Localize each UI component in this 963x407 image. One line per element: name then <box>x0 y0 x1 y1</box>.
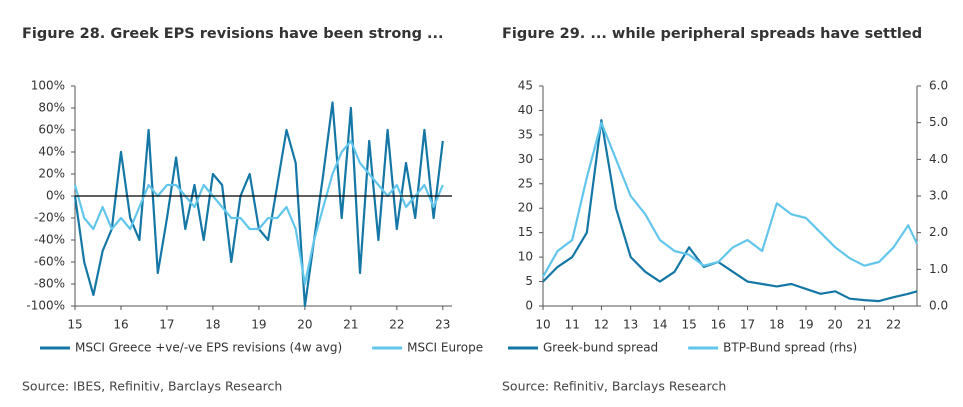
y-tick-label: -40% <box>34 233 65 247</box>
x-tick-label: 21 <box>857 318 872 332</box>
y-tick-label: -100% <box>26 299 65 313</box>
y-tick-label: 20% <box>38 167 65 181</box>
chart-title: Figure 29. ... while peripheral spreads … <box>502 26 922 42</box>
y-tick-label: 80% <box>38 101 65 115</box>
y-tick-label: 40% <box>38 145 65 159</box>
y2-tick-label: 6.0 <box>929 79 948 93</box>
y2-tick-label: 2.0 <box>929 225 948 239</box>
y-tick-label: 20 <box>518 201 533 215</box>
source: Source: Refinitiv, Barclays Research <box>502 379 726 394</box>
series-line <box>542 119 918 303</box>
y-tick-label: 15 <box>518 225 533 239</box>
x-tick-label: 18 <box>205 318 220 332</box>
chart-title: Figure 28. Greek EPS revisions have been… <box>22 26 444 42</box>
x-tick-label: 22 <box>389 318 404 332</box>
y2-tick-label: 3.0 <box>929 189 948 203</box>
y-tick-label: 5 <box>525 274 533 288</box>
y-tick-label: 10 <box>518 250 533 264</box>
x-tick-label: 21 <box>343 318 358 332</box>
y-tick-label: 0% <box>46 189 65 203</box>
y-tick-label: 25 <box>518 176 533 190</box>
y-tick-label: 100% <box>31 79 65 93</box>
y-tick-label: -20% <box>34 211 65 225</box>
legend-label: MSCI Europe <box>407 341 483 355</box>
legend-label: BTP-Bund spread (rhs) <box>723 341 857 355</box>
y2-tick-label: 5.0 <box>929 115 948 129</box>
y-tick-label: -60% <box>34 255 65 269</box>
x-tick-label: 19 <box>798 318 813 332</box>
x-tick-label: 12 <box>594 318 609 332</box>
y-tick-label: 45 <box>518 79 533 93</box>
y2-tick-label: 0.0 <box>929 299 948 313</box>
x-tick-label: 17 <box>159 318 174 332</box>
x-tick-label: 10 <box>535 318 550 332</box>
x-tick-label: 15 <box>67 318 82 332</box>
y-tick-label: 0 <box>525 299 533 313</box>
y-tick-label: 60% <box>38 123 65 137</box>
x-tick-label: 22 <box>886 318 901 332</box>
y-tick-label: -80% <box>34 277 65 291</box>
x-tick-label: 16 <box>113 318 128 332</box>
x-tick-label: 23 <box>435 318 450 332</box>
x-tick-label: 20 <box>297 318 312 332</box>
y2-tick-label: 4.0 <box>929 152 948 166</box>
x-tick-label: 19 <box>251 318 266 332</box>
x-tick-label: 20 <box>828 318 843 332</box>
y-tick-label: 40 <box>518 103 533 117</box>
x-tick-label: 17 <box>740 318 755 332</box>
x-tick-label: 18 <box>769 318 784 332</box>
series-line <box>73 101 444 308</box>
legend-label: Greek-bund spread <box>543 341 658 355</box>
y2-tick-label: 1.0 <box>929 262 948 276</box>
x-tick-label: 11 <box>565 318 580 332</box>
y-tick-label: 35 <box>518 127 533 141</box>
x-tick-label: 16 <box>711 318 726 332</box>
x-tick-label: 14 <box>652 318 667 332</box>
source: Source: IBES, Refinitiv, Barclays Resear… <box>22 379 282 394</box>
x-tick-label: 13 <box>623 318 638 332</box>
legend-label: MSCI Greece +ve/-ve EPS revisions (4w av… <box>75 341 342 355</box>
series-line <box>542 121 918 278</box>
series-line <box>73 139 444 286</box>
y-tick-label: 30 <box>518 152 533 166</box>
x-tick-label: 15 <box>681 318 696 332</box>
